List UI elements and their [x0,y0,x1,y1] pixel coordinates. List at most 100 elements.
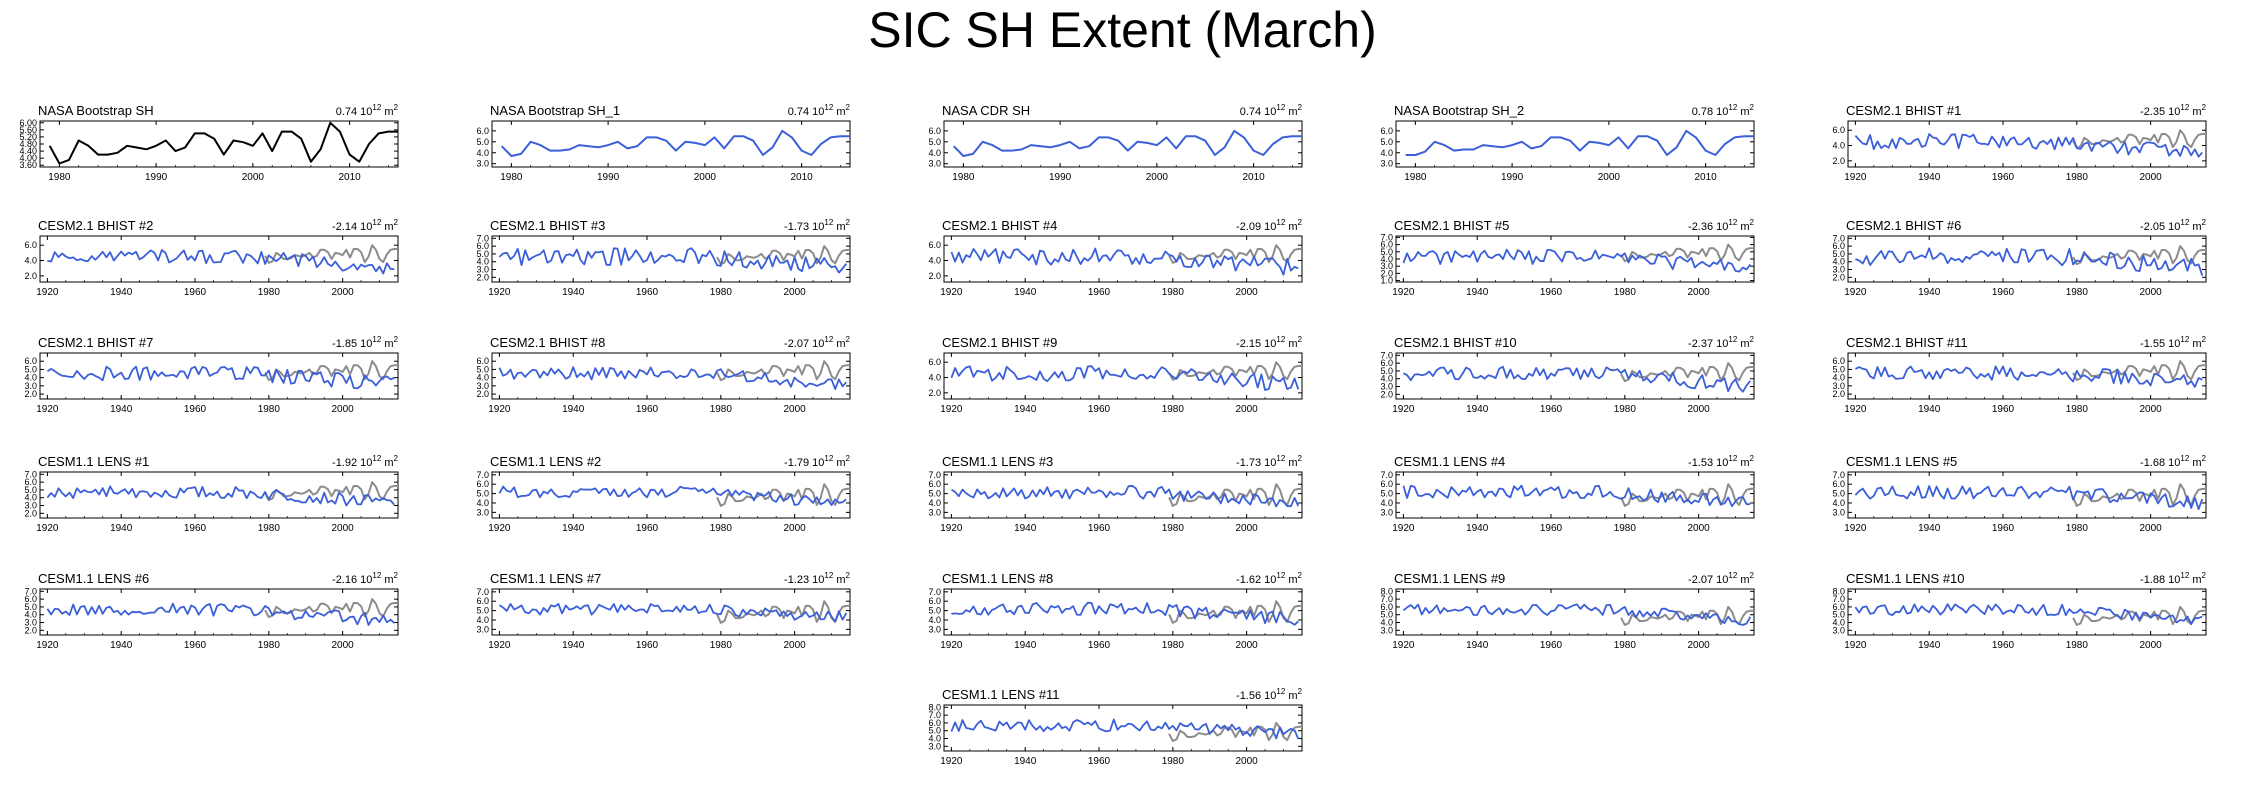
y-tick-label: 6.0 [476,596,489,606]
y-tick-label: 8.0 [928,702,941,712]
y-tick-label: 4.0 [1380,498,1393,508]
x-tick-label: 1940 [1014,640,1037,651]
x-tick-label: 1980 [2066,287,2089,298]
y-tick-label: 2.0 [24,508,37,518]
series-line [1405,129,1754,156]
panel-title: CESM2.1 BHIST #4 [942,218,1057,233]
panel-title: CESM2.1 BHIST #1 [1846,103,1961,118]
y-tick-label: 4.0 [928,373,941,383]
plot-frame [491,588,851,636]
panel-15: CESM2.1 BHIST #11 -1.55 1012 m2 1920 1940 19… [1832,335,2206,415]
series-line [950,718,1300,740]
reference-line [716,245,850,266]
plot-frame [1395,588,1755,636]
y-tick-label: 3.0 [928,159,941,169]
reference-line [1168,361,1302,381]
panel-title: CESM1.1 LENS #7 [490,571,601,586]
panel-16: CESM1.1 LENS #1 -1.92 1012 m2 1920 1940 1960… [24,454,398,534]
y-tick-label: 7.0 [476,233,489,243]
x-tick-label: 1980 [1614,523,1637,534]
y-tick-label: 4.0 [1380,148,1393,158]
y-tick-label: 7.0 [928,710,941,720]
panel-title: CESM1.1 LENS #2 [490,454,601,469]
x-tick-label: 1940 [562,640,585,651]
series-line [498,603,848,623]
plot-frame [39,352,399,400]
x-tick-label: 2000 [1598,172,1621,183]
panel-3: NASA CDR SH 0.74 1012 m2 1980 1990 2000 2010 6… [928,103,1302,183]
trend-label: -2.05 1012 m2 [2140,218,2207,233]
x-tick-label: 2000 [332,404,355,415]
x-tick-label: 1920 [36,287,59,298]
trend-label: -2.07 1012 m2 [784,335,851,350]
y-tick-label: 4.0 [24,493,37,503]
reference-line [716,360,850,382]
x-tick-label: 1960 [1992,172,2015,183]
series-line [952,129,1302,157]
y-tick-label: 6.0 [1832,241,1845,251]
panel-25: CESM1.1 LENS #10 -1.88 1012 m2 1920 1940 196… [1832,571,2206,651]
y-tick-label: 4.0 [928,148,941,158]
x-tick-label: 2000 [784,523,807,534]
y-tick-label: 4.0 [476,615,489,625]
y-tick-label: 7.0 [1380,350,1393,360]
x-tick-label: 1960 [1540,287,1563,298]
y-tick-label: 3.0 [476,507,489,517]
trend-label: -1.56 1012 m2 [1236,687,1303,702]
x-tick-label: 1980 [1162,287,1185,298]
x-tick-label: 1940 [1918,404,1941,415]
y-tick-label: 5.0 [476,606,489,616]
x-tick-label: 1980 [710,523,733,534]
x-tick-label: 2000 [2140,287,2163,298]
x-tick-label: 1980 [48,172,71,183]
y-tick-label: 4.0 [1832,498,1845,508]
reference-line [1168,600,1302,624]
x-tick-label: 1960 [1992,287,2015,298]
y-tick-label: 2.0 [24,625,37,635]
y-tick-label: 6.0 [24,594,37,604]
y-tick-label: 6.0 [928,357,941,367]
y-tick-label: 4.40 [19,146,37,156]
y-tick-label: 3.0 [1832,625,1845,635]
y-tick-label: 4.0 [24,610,37,620]
y-tick-label: 5.0 [1832,364,1845,374]
y-tick-label: 7.0 [928,587,941,597]
x-tick-label: 1960 [636,523,659,534]
y-tick-label: 5.0 [476,364,489,374]
y-tick-label: 7.0 [1832,594,1845,604]
x-tick-label: 1920 [1392,640,1415,651]
trend-label: -1.62 1012 m2 [1236,571,1303,586]
reference-line [1620,362,1754,383]
x-tick-label: 2000 [784,404,807,415]
panel-title: CESM1.1 LENS #11 [942,687,1060,702]
plot-frame [39,471,399,519]
y-tick-label: 2.0 [928,271,941,281]
x-tick-label: 1980 [710,640,733,651]
y-tick-label: 5.60 [19,125,37,135]
x-tick-label: 1920 [36,523,59,534]
x-tick-label: 1980 [1614,287,1637,298]
x-tick-label: 1980 [1162,523,1185,534]
y-tick-label: 7.0 [476,587,489,597]
x-tick-label: 1940 [1918,523,1941,534]
y-tick-label: 3.0 [24,381,37,391]
trend-label: -1.23 1012 m2 [784,571,851,586]
x-tick-label: 2010 [338,172,361,183]
y-tick-label: 6.0 [928,479,941,489]
plot-frame [491,120,851,168]
x-tick-label: 1990 [1501,172,1524,183]
series-line [498,247,848,274]
plot-frame [39,588,399,636]
x-tick-label: 1920 [940,640,963,651]
plot-frame [1847,471,2207,519]
trend-label: -2.15 1012 m2 [1236,335,1303,350]
y-tick-label: 6.0 [476,479,489,489]
x-tick-label: 2000 [1688,404,1711,415]
page-title: SIC SH Extent (March) [868,2,1377,58]
trend-label: 0.78 1012 m2 [1692,103,1755,118]
x-tick-label: 2000 [1688,523,1711,534]
plot-frame [1847,352,2207,400]
plot-frame [1847,120,2207,168]
x-tick-label: 2000 [332,523,355,534]
y-tick-label: 5.0 [1832,489,1845,499]
